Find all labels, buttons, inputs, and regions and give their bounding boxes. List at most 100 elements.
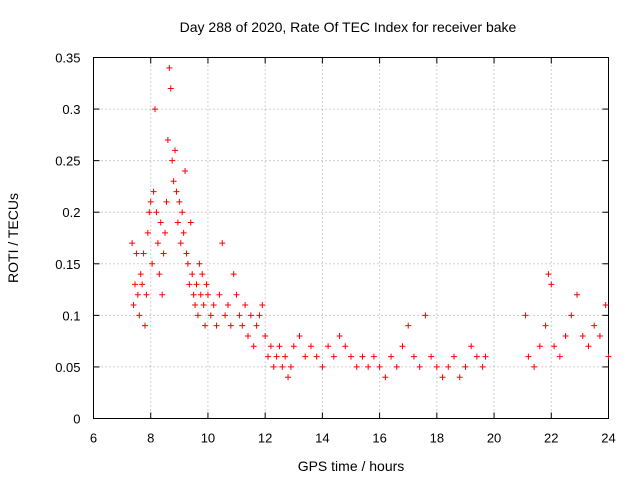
data-point (579, 332, 586, 339)
y-tick-label: 0 (73, 412, 80, 427)
data-point (129, 240, 136, 247)
data-point (169, 157, 176, 164)
data-point (236, 312, 243, 319)
data-point (233, 291, 240, 298)
data-point (164, 137, 171, 144)
data-point (187, 219, 194, 226)
data-point (182, 167, 189, 174)
data-point (173, 188, 180, 195)
data-point (207, 312, 214, 319)
data-point (193, 281, 200, 288)
data-point (273, 353, 280, 360)
data-point (262, 332, 269, 339)
data-point (462, 363, 469, 370)
data-point (202, 322, 209, 329)
data-point (219, 240, 226, 247)
data-point (428, 353, 435, 360)
data-point (172, 147, 179, 154)
plot-frame (93, 57, 609, 419)
data-point (605, 353, 612, 360)
data-point (405, 322, 412, 329)
data-point (253, 322, 260, 329)
data-point (531, 363, 538, 370)
data-point (160, 250, 167, 257)
data-point (282, 353, 289, 360)
data-point (183, 250, 190, 257)
x-tick-label: 24 (601, 431, 615, 446)
data-point (585, 343, 592, 350)
x-tick-label: 12 (258, 431, 272, 446)
data-point (359, 353, 366, 360)
axis-ticks: 6 8 10 12 14 16 18 20 22 24 0 0.05 0.1 0.15 0.2 0.25 0.3… (55, 51, 616, 446)
data-point (267, 343, 274, 350)
data-point (149, 260, 156, 267)
data-point (180, 229, 187, 236)
data-point (130, 302, 137, 309)
data-point (313, 353, 320, 360)
data-point (190, 291, 197, 298)
data-point (179, 209, 186, 216)
y-tick-label: 0.35 (55, 51, 80, 66)
data-point (473, 353, 480, 360)
data-point (222, 312, 229, 319)
data-point (131, 281, 138, 288)
data-point (285, 374, 292, 381)
data-point (210, 302, 217, 309)
x-tick-label: 8 (147, 431, 154, 446)
data-point (174, 219, 181, 226)
data-point (568, 312, 575, 319)
data-point (330, 353, 337, 360)
data-point (270, 363, 277, 370)
data-point (602, 302, 609, 309)
y-tick-label: 0.2 (62, 205, 80, 220)
data-point (247, 312, 254, 319)
data-point (230, 271, 237, 278)
data-point (542, 322, 549, 329)
data-point (142, 322, 148, 329)
data-point (279, 363, 286, 370)
grid (93, 57, 609, 419)
data-point (154, 240, 161, 247)
data-point (256, 312, 263, 319)
y-tick-label: 0.25 (55, 154, 80, 169)
data-point (276, 343, 283, 350)
data-point (153, 209, 160, 216)
data-point (348, 353, 354, 360)
data-point (382, 374, 389, 381)
data-point (325, 343, 332, 350)
data-point (287, 363, 294, 370)
y-tick-label: 0.1 (62, 308, 80, 323)
data-point (250, 343, 257, 350)
data-point (200, 302, 207, 309)
data-point (163, 198, 170, 205)
data-point (574, 291, 581, 298)
data-point (166, 64, 173, 71)
data-point (422, 312, 429, 319)
data-point (204, 291, 211, 298)
data-point (525, 353, 532, 360)
data-point (596, 332, 603, 339)
data-point (224, 302, 231, 309)
data-point (393, 363, 400, 370)
data-point (134, 291, 141, 298)
y-tick-label: 0.15 (55, 257, 80, 272)
data-point (562, 332, 569, 339)
data-point (213, 322, 220, 329)
data-point (147, 198, 154, 205)
data-point (199, 271, 206, 278)
data-point (227, 322, 234, 329)
data-point (536, 343, 543, 350)
data-point (197, 291, 204, 298)
data-point (146, 209, 153, 216)
data-point (192, 302, 199, 309)
data-point (319, 363, 326, 370)
data-point (194, 312, 201, 319)
data-point (416, 363, 423, 370)
data-point (156, 271, 163, 278)
data-point (342, 343, 349, 350)
data-point (140, 250, 147, 257)
data-point (399, 343, 406, 350)
x-tick-label: 18 (430, 431, 444, 446)
x-tick-label: 22 (544, 431, 558, 446)
